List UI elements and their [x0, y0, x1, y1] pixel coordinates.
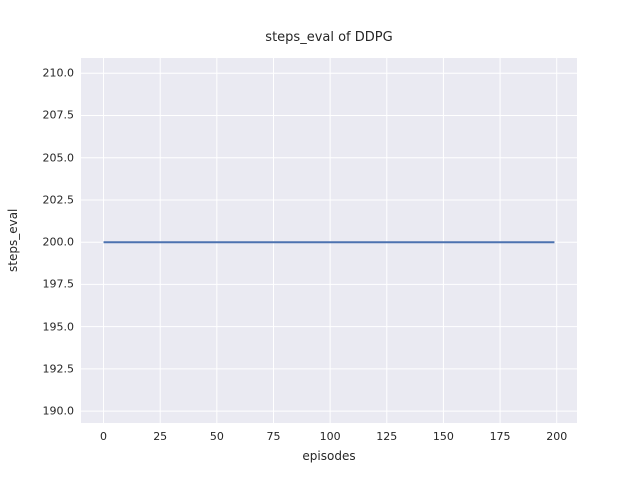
- y-tick-label: 190.0: [42, 404, 75, 418]
- x-axis-label: episodes: [302, 449, 356, 463]
- x-tick-label: 75: [266, 430, 281, 443]
- plot-area: [81, 58, 577, 423]
- y-tick-label: 200.0: [42, 235, 75, 249]
- x-tick-label: 25: [153, 430, 168, 443]
- y-tick-label: 192.5: [42, 362, 75, 376]
- x-tick-label: 200: [546, 430, 568, 443]
- y-tick-label: 202.5: [42, 193, 75, 207]
- x-tick-label: 100: [319, 430, 341, 443]
- x-tick-label: 150: [432, 430, 454, 443]
- y-tick-label: 207.5: [42, 108, 75, 122]
- y-tick-label: 195.0: [42, 320, 75, 334]
- y-tick-label: 205.0: [42, 151, 75, 165]
- y-tick-label: 197.5: [42, 277, 75, 291]
- chart-title: steps_eval of DDPG: [265, 30, 393, 45]
- x-tick-label: 50: [209, 430, 224, 443]
- x-tick-labels: 0 25 50 75 100 125 150 175 200: [81, 430, 577, 446]
- x-tick-label: 175: [489, 430, 511, 443]
- axes: [81, 58, 577, 423]
- y-tick-label: 210.0: [42, 66, 75, 80]
- x-tick-label: 125: [376, 430, 398, 443]
- y-tick-labels: 190.0 192.5 195.0 197.5 200.0 202.5 205.0 207.5…: [0, 58, 75, 423]
- x-tick-label: 0: [100, 430, 108, 443]
